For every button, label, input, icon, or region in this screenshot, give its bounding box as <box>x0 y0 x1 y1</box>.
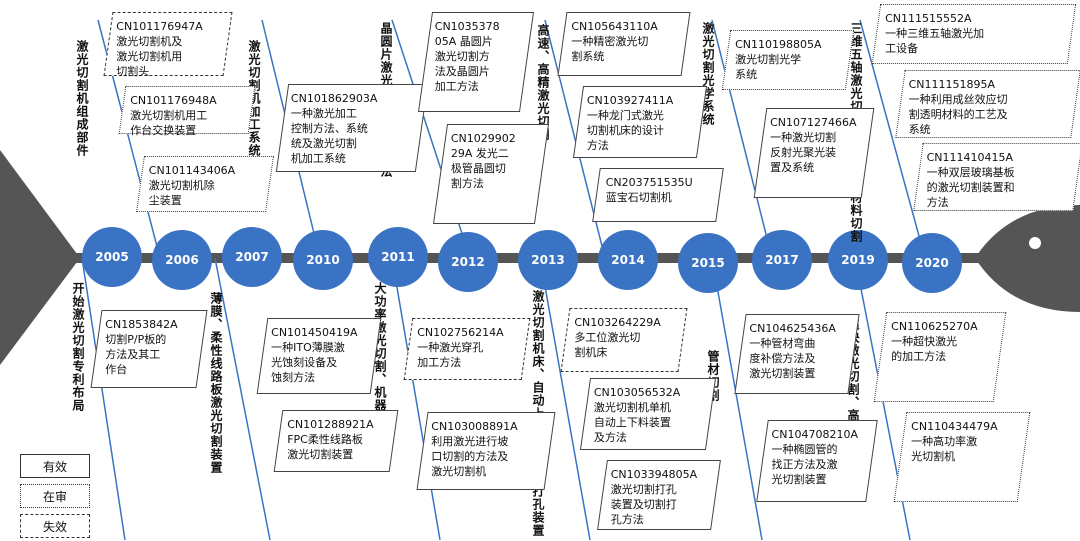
branch-top-5 <box>711 19 773 259</box>
category-label-top: 激光切割机加工系统 <box>247 40 261 157</box>
patent-box: CN103394805A 激光切割打孔 装置及切割打 孔方法 <box>597 460 721 530</box>
patent-box: CN107127466A 一种激光切割 反射光聚光装 置及系统 <box>753 108 875 198</box>
year-node: 2020 <box>902 233 962 293</box>
patent-box: CN110625270A 一种超快激光 的加工方法 <box>873 312 1007 402</box>
year-node: 2015 <box>678 233 738 293</box>
year-node: 2017 <box>752 230 812 290</box>
legend-valid: 有效 <box>20 454 90 478</box>
patent-box: CN101288921A FPC柔性线路板 激光切割装置 <box>273 410 399 472</box>
category-label-bottom: 薄膜、柔性线路板激光切割装置 <box>209 292 223 474</box>
branch-bottom-1 <box>81 257 126 541</box>
patent-box: CN104708210A 一种椭圆管的 找正方法及激 光切割装置 <box>756 420 878 502</box>
fish-eye <box>1029 237 1041 249</box>
category-label-bottom: 开始激光切割专利布局 <box>71 282 85 412</box>
patent-box: CN111151895A 一种利用成丝效应切 割透明材料的工艺及 系统 <box>895 70 1080 138</box>
year-node: 2011 <box>368 227 428 287</box>
year-node: 2005 <box>82 227 142 287</box>
branch-bottom-2 <box>214 257 271 541</box>
patent-box: CN102756214A 一种激光穿孔 加工方法 <box>403 318 531 380</box>
branch-bottom-5 <box>711 257 763 541</box>
patent-box: CN111515552A 一种三维五轴激光加 工设备 <box>871 4 1077 64</box>
patent-box: CN1853842A 切割P/P板的 方法及其工 作台 <box>90 310 208 388</box>
legend-pending: 在审 <box>20 484 90 508</box>
patent-box: CN110198805A 激光切割光学 系统 <box>721 30 855 90</box>
category-label-top: 高速、高精激光切割 <box>536 24 550 141</box>
fish-head <box>975 205 1080 312</box>
patent-box: CN103056532A 激光切割机单机 自动上下料装置 及方法 <box>579 378 717 450</box>
patent-box: CN103264229A 多工位激光切 割机床 <box>560 308 688 372</box>
patent-box: CN1035378 05A 晶圆片 激光切割方 法及晶圆片 加工方法 <box>417 12 535 112</box>
year-node: 2007 <box>222 227 282 287</box>
patent-box: CN101143406A 激光切割机除 尘装置 <box>136 156 274 212</box>
patent-box: CN101862903A 一种激光加工 控制方法、系统 统及激光切割 机加工系统 <box>275 84 429 172</box>
patent-box: CN103927411A 一种龙门式激光 切割机床的设计 方法 <box>572 86 708 158</box>
patent-box: CN103008891A 利用激光进行坡 口切割的方法及 激光切割机 <box>416 412 556 490</box>
patent-box: CN1029902 29A 发光二 极管晶圆切 割方法 <box>432 124 550 224</box>
year-node: 2013 <box>518 230 578 290</box>
patent-box: CN101176947A 激光切割机及 激光切割机用 切割头 <box>103 12 233 78</box>
category-label-top: 激光切割机组成部件 <box>75 40 89 157</box>
patent-box: CN105643110A 一种精密激光切 割系统 <box>557 12 691 76</box>
year-node: 2014 <box>598 230 658 290</box>
branch-bottom-4 <box>539 257 591 541</box>
patent-box: CN110434479A 一种高功率激 光切割机 <box>893 412 1031 502</box>
patent-box: CN203751535U 蓝宝石切割机 <box>592 168 724 222</box>
patent-box: CN101176948A 激光切割机用工 作台交换装置 <box>118 86 256 137</box>
legend-invalid: 失效 <box>20 514 90 538</box>
patent-box: CN111410415A 一种双层玻璃基板 的激光切割装置和 方法 <box>913 143 1080 211</box>
patent-box: CN104625436A 一种管材弯曲 度补偿方法及 激光切割装置 <box>734 314 860 394</box>
year-node: 2019 <box>828 230 888 290</box>
branch-top-6 <box>859 19 926 259</box>
branch-bottom-3 <box>391 257 441 541</box>
fish-tail <box>0 150 80 365</box>
year-node: 2006 <box>152 230 212 290</box>
year-node: 2012 <box>438 232 498 292</box>
year-node: 2010 <box>293 230 353 290</box>
patent-box: CN101450419A 一种ITO薄膜激 光蚀刻设备及 蚀刻方法 <box>256 318 382 394</box>
